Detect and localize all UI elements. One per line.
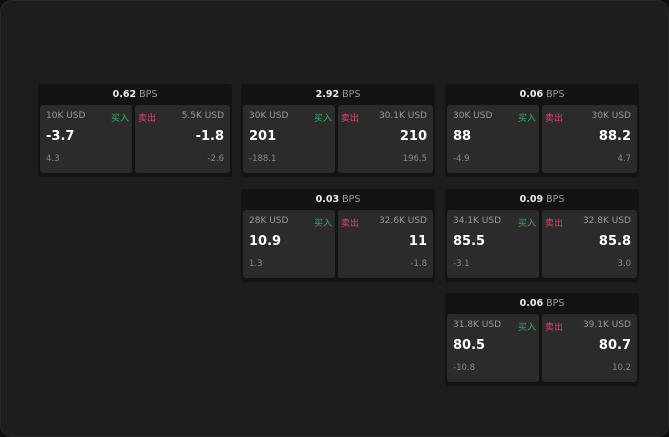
bid-change: 1.3: [249, 259, 263, 269]
sell-button[interactable]: 卖出 30K USD 88.2 4.7: [542, 105, 637, 173]
sell-label: 卖出: [545, 323, 564, 333]
sell-label: 卖出: [545, 114, 564, 124]
ask-change: -1.8: [410, 259, 427, 269]
ask-change: 4.7: [617, 154, 631, 164]
spread-value: 0.03: [315, 194, 340, 205]
buy-button[interactable]: 10K USD 买入 -3.7 4.3: [40, 105, 132, 173]
bid-change: -10.8: [453, 363, 475, 373]
quote-card: 0.62 BPS 10K USD 买入 -3.7 4.3 卖出 5.5K USD …: [38, 84, 232, 177]
ask-price: 11: [408, 234, 427, 249]
ask-change: -2.6: [207, 154, 224, 164]
bid-price: -3.7: [46, 129, 75, 144]
bid-change: -3.1: [453, 259, 470, 269]
buy-button[interactable]: 28K USD 买入 10.9 1.3: [243, 210, 335, 278]
ask-change: 10.2: [612, 363, 631, 373]
ask-price: 85.8: [598, 234, 631, 249]
buy-label: 买入: [517, 114, 536, 124]
sell-label: 卖出: [545, 219, 564, 229]
sell-button[interactable]: 卖出 5.5K USD -1.8 -2.6: [135, 105, 230, 173]
bid-price: 80.5: [453, 338, 486, 353]
spread-header: 0.09 BPS: [445, 189, 639, 210]
spread-unit: BPS: [546, 298, 565, 309]
bid-size: 30K USD: [249, 111, 289, 121]
ask-price: 210: [399, 129, 427, 144]
bid-size: 10K USD: [46, 111, 86, 121]
ask-change: 3.0: [617, 259, 631, 269]
ask-price: 80.7: [598, 338, 631, 353]
quote-card: 0.09 BPS 34.1K USD 买入 85.5 -3.1 卖出 32.8K …: [445, 189, 639, 282]
quote-card: 0.06 BPS 30K USD 买入 88 -4.9 卖出 30K USD 88…: [445, 84, 639, 177]
bid-price: 10.9: [249, 234, 282, 249]
ask-size: 30.1K USD: [378, 111, 427, 121]
sell-label: 卖出: [341, 114, 360, 124]
bid-price: 201: [249, 129, 277, 144]
ask-change: 196.5: [402, 154, 427, 164]
spread-header: 0.06 BPS: [445, 293, 639, 314]
spread-value: 0.62: [112, 89, 137, 100]
spread-header: 0.06 BPS: [445, 84, 639, 105]
buy-label: 买入: [110, 114, 129, 124]
bid-size: 28K USD: [249, 216, 289, 226]
spread-unit: BPS: [546, 89, 565, 100]
ask-size: 5.5K USD: [181, 111, 224, 121]
bid-price: 88: [453, 129, 472, 144]
bid-change: -188.1: [249, 154, 277, 164]
spread-header: 0.03 BPS: [241, 189, 435, 210]
sell-label: 卖出: [341, 219, 360, 229]
bid-size: 30K USD: [453, 111, 493, 121]
ask-size: 32.6K USD: [378, 216, 427, 226]
spread-value: 0.06: [519, 298, 544, 309]
sell-button[interactable]: 卖出 39.1K USD 80.7 10.2: [542, 314, 637, 382]
bid-size: 31.8K USD: [453, 320, 502, 330]
buy-button[interactable]: 34.1K USD 买入 85.5 -3.1: [447, 210, 539, 278]
spread-unit: BPS: [342, 89, 361, 100]
buy-button[interactable]: 31.8K USD 买入 80.5 -10.8: [447, 314, 539, 382]
spread-unit: BPS: [342, 194, 361, 205]
spread-unit: BPS: [139, 89, 158, 100]
ask-size: 39.1K USD: [582, 320, 631, 330]
bid-price: 85.5: [453, 234, 486, 249]
ask-size: 30K USD: [591, 111, 631, 121]
buy-button[interactable]: 30K USD 买入 88 -4.9: [447, 105, 539, 173]
spread-header: 0.62 BPS: [38, 84, 232, 105]
ask-price: -1.8: [195, 129, 224, 144]
quote-card: 0.03 BPS 28K USD 买入 10.9 1.3 卖出 32.6K USD…: [241, 189, 435, 282]
spread-value: 2.92: [315, 89, 340, 100]
quote-card: 2.92 BPS 30K USD 买入 201 -188.1 卖出 30.1K U…: [241, 84, 435, 177]
ask-size: 32.8K USD: [582, 216, 631, 226]
buy-label: 买入: [517, 323, 536, 333]
bid-change: -4.9: [453, 154, 470, 164]
buy-label: 买入: [313, 114, 332, 124]
buy-label: 买入: [313, 219, 332, 229]
buy-label: 买入: [517, 219, 536, 229]
quote-card: 0.06 BPS 31.8K USD 买入 80.5 -10.8 卖出 39.1K…: [445, 293, 639, 386]
sell-button[interactable]: 卖出 30.1K USD 210 196.5: [338, 105, 433, 173]
ask-price: 88.2: [598, 129, 631, 144]
buy-button[interactable]: 30K USD 买入 201 -188.1: [243, 105, 335, 173]
sell-button[interactable]: 卖出 32.6K USD 11 -1.8: [338, 210, 433, 278]
spread-value: 0.06: [519, 89, 544, 100]
spread-unit: BPS: [546, 194, 565, 205]
bid-change: 4.3: [46, 154, 60, 164]
sell-button[interactable]: 卖出 32.8K USD 85.8 3.0: [542, 210, 637, 278]
spread-value: 0.09: [519, 194, 544, 205]
bid-size: 34.1K USD: [453, 216, 502, 226]
spread-header: 2.92 BPS: [241, 84, 435, 105]
sell-label: 卖出: [138, 114, 157, 124]
